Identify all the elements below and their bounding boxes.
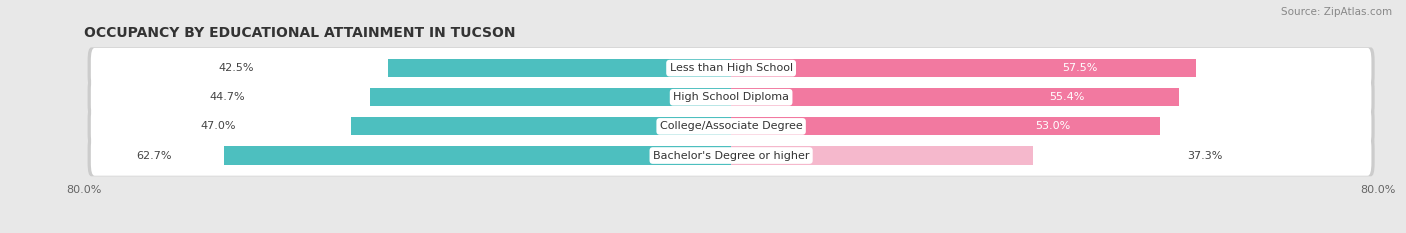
Text: High School Diploma: High School Diploma [673,92,789,102]
FancyBboxPatch shape [91,135,1371,176]
Bar [388,59,731,77]
Bar [352,117,731,135]
Bar [731,88,1180,106]
FancyBboxPatch shape [87,106,1375,147]
Text: OCCUPANCY BY EDUCATIONAL ATTAINMENT IN TUCSON: OCCUPANCY BY EDUCATIONAL ATTAINMENT IN T… [84,27,516,41]
Text: Source: ZipAtlas.com: Source: ZipAtlas.com [1281,7,1392,17]
FancyBboxPatch shape [87,47,1375,89]
Bar [731,59,1197,77]
Text: 57.5%: 57.5% [1062,63,1098,73]
Bar [370,88,731,106]
Text: 44.7%: 44.7% [209,92,245,102]
Text: Bachelor's Degree or higher: Bachelor's Degree or higher [652,151,810,161]
Bar [224,147,731,164]
Text: Less than High School: Less than High School [669,63,793,73]
Bar [731,117,1160,135]
Bar [731,147,1032,164]
FancyBboxPatch shape [91,106,1371,147]
Text: 47.0%: 47.0% [200,121,235,131]
FancyBboxPatch shape [91,77,1371,117]
Text: 55.4%: 55.4% [1049,92,1084,102]
FancyBboxPatch shape [87,135,1375,176]
Text: College/Associate Degree: College/Associate Degree [659,121,803,131]
FancyBboxPatch shape [91,48,1371,88]
FancyBboxPatch shape [87,76,1375,118]
Text: 53.0%: 53.0% [1035,121,1070,131]
Text: 37.3%: 37.3% [1188,151,1223,161]
Text: 62.7%: 62.7% [136,151,172,161]
Text: 42.5%: 42.5% [218,63,253,73]
